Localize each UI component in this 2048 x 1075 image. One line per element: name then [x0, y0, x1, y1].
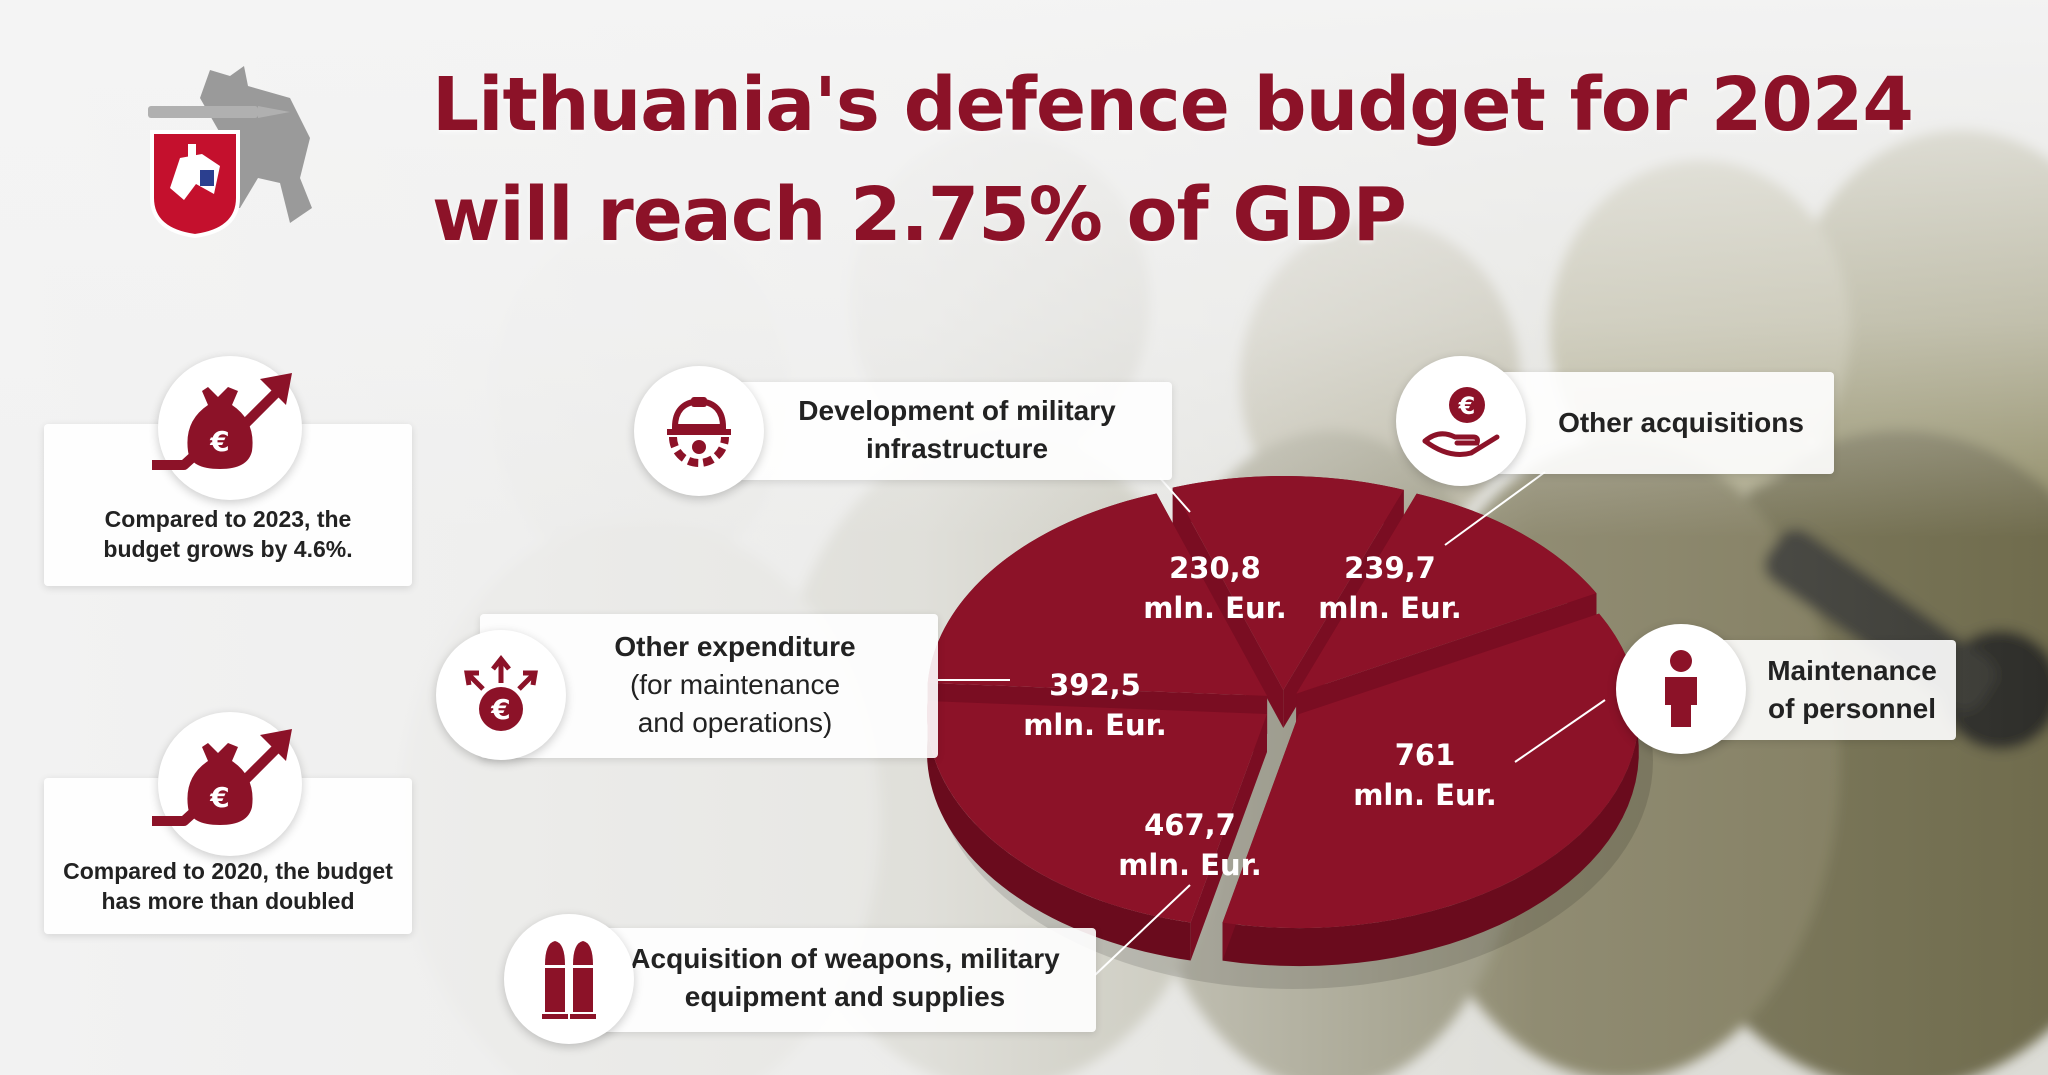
- person-icon: [1665, 650, 1697, 727]
- value-label-infra: 230,8 mln. Eur.: [1143, 551, 1287, 625]
- label-maintenance-line2: of personnel: [1767, 693, 1936, 724]
- svg-text:€: €: [1458, 392, 1476, 420]
- vytis-emblem-icon: [148, 66, 312, 238]
- value-label-maintenance: 761 mln. Eur.: [1353, 738, 1497, 812]
- value-text-maintenance: 761: [1395, 738, 1456, 772]
- svg-text:€: €: [490, 693, 510, 726]
- value-text-other_acq: 239,7: [1344, 551, 1436, 585]
- card-weapons: Acquisition of weapons, military equipme…: [544, 928, 1096, 1032]
- icon-circle-maintenance: [1616, 624, 1746, 754]
- stat-icon-circle-2023: €: [152, 356, 302, 500]
- euro-arrows-icon: €: [464, 654, 538, 731]
- stat-text-2020: Compared to 2020, the budget has more th…: [63, 858, 393, 914]
- svg-text:€: €: [209, 425, 229, 458]
- value-label-weapons: 467,7 mln. Eur.: [1118, 808, 1262, 882]
- money-bag-growth-icon: €: [152, 373, 292, 470]
- pie-face-weapons-0: [1190, 713, 1267, 961]
- pie-slice-other_exp: [927, 493, 1268, 696]
- ammunition-icon: [542, 941, 596, 1019]
- stat-icon-circle-2020: €: [152, 712, 302, 856]
- euro-hand-icon: €: [1422, 387, 1500, 457]
- label-infrastructure-line1: Development of military: [798, 395, 1116, 426]
- pie-side-weapons: [926, 701, 1191, 961]
- value-label-other_acq: 239,7 mln. Eur.: [1318, 551, 1462, 625]
- pie-slice-other_acq: [1296, 493, 1597, 694]
- label-maintenance-line1: Maintenance: [1767, 655, 1937, 686]
- label-other-expenditure-line3: and operations): [637, 707, 833, 738]
- label-weapons-line2: equipment and supplies: [684, 981, 1006, 1012]
- pie-slice-maintenance: [1222, 613, 1639, 929]
- icon-circle-other-expenditure: €: [436, 630, 566, 760]
- icon-circle-infrastructure: [634, 366, 764, 496]
- leader-line-maintenance: [1514, 699, 1606, 763]
- stat-text-2023: Compared to 2023, the budget grows by 4.…: [103, 506, 353, 562]
- title-line-1: Lithuania's defence budget for 2024: [432, 62, 1914, 148]
- pie-side-maintenance: [1222, 613, 1639, 967]
- money-bag-growth-icon: €: [152, 729, 292, 826]
- value-unit-weapons: mln. Eur.: [1118, 848, 1262, 882]
- label-other-expenditure-line1: Other expenditure: [614, 631, 856, 662]
- value-text-other_exp: 392,5: [1049, 668, 1141, 702]
- label-weapons-line1: Acquisition of weapons, military: [630, 943, 1060, 974]
- page-title: Lithuania's defence budget for 2024 will…: [432, 50, 1914, 270]
- value-text-weapons: 467,7: [1144, 808, 1236, 842]
- value-unit-other_exp: mln. Eur.: [1023, 708, 1167, 742]
- leader-line-infra: [1159, 477, 1191, 513]
- leader-line-other_acq: [1444, 471, 1546, 546]
- svg-text:€: €: [209, 781, 229, 814]
- value-label-other_exp: 392,5 mln. Eur.: [1023, 668, 1167, 742]
- icon-circle-other-acquisitions: €: [1396, 356, 1526, 486]
- value-text-infra: 230,8: [1169, 551, 1261, 585]
- gear-helmet-icon: [667, 397, 731, 467]
- icon-circle-weapons: [504, 914, 634, 1044]
- leader-line-weapons: [1094, 884, 1191, 976]
- pie-slice-weapons: [926, 701, 1267, 923]
- label-infrastructure-line2: infrastructure: [865, 433, 1049, 464]
- pie-slice-infra: [1172, 476, 1404, 691]
- label-other-acquisitions: Other acquisitions: [1558, 407, 1804, 438]
- value-unit-other_acq: mln. Eur.: [1318, 591, 1462, 625]
- value-unit-infra: mln. Eur.: [1143, 591, 1287, 625]
- pie-face-infra-0: [1172, 487, 1284, 729]
- label-other-expenditure-line2: (for maintenance: [629, 669, 841, 700]
- value-unit-maintenance: mln. Eur.: [1353, 778, 1497, 812]
- title-line-2: will reach 2.75% of GDP: [432, 172, 1407, 258]
